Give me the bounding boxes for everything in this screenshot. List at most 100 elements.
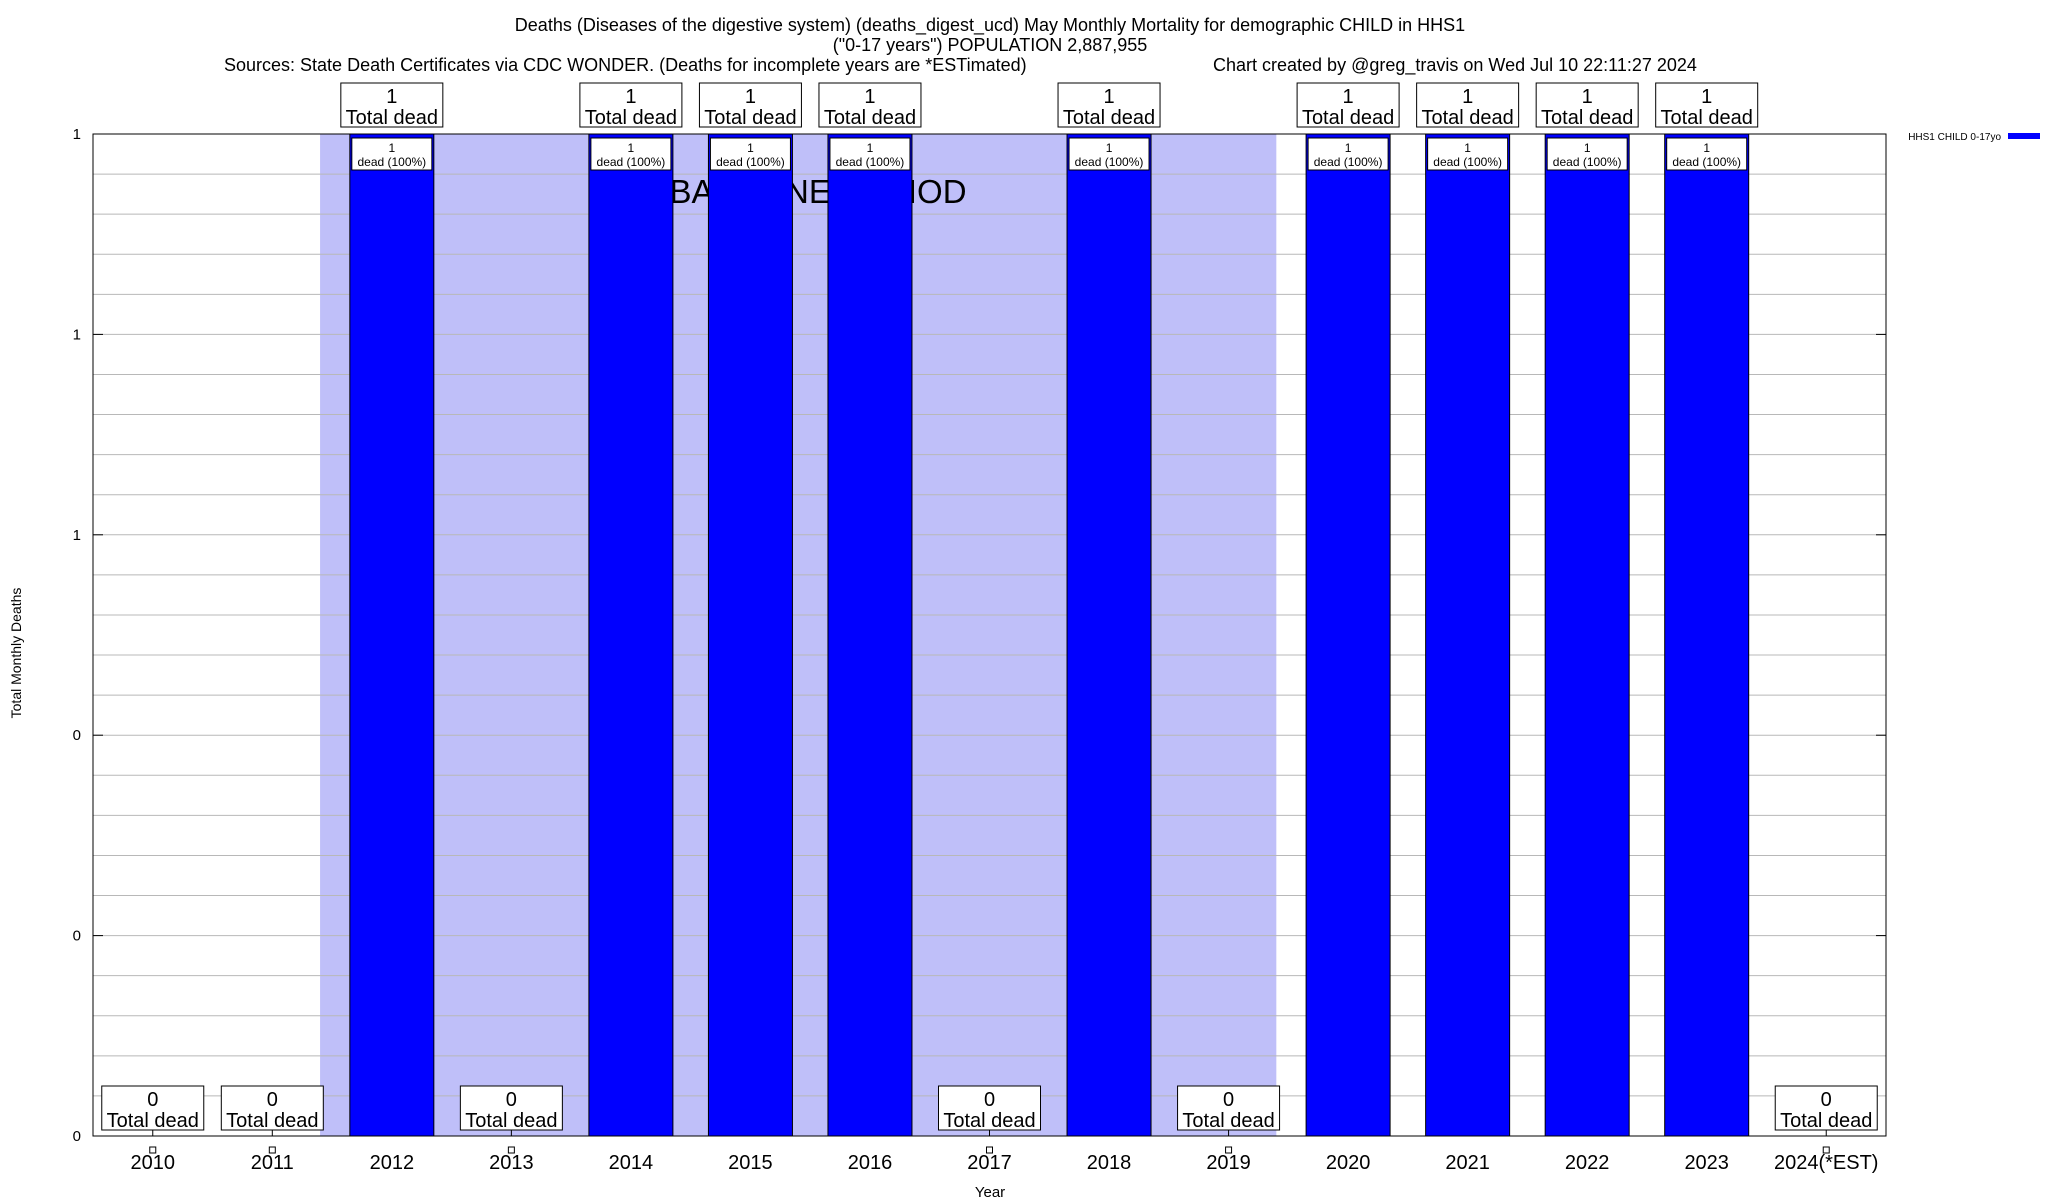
- bar-value-text: dead (100%): [1553, 155, 1622, 169]
- bar-value-box: [1068, 137, 1150, 171]
- x-tick-label: 2011: [251, 1152, 294, 1174]
- bar: [1425, 133, 1511, 1137]
- bar: [1664, 133, 1750, 1137]
- x-tick-label: 2015: [728, 1152, 773, 1174]
- total-label-value: 1: [1701, 86, 1712, 108]
- x-tick-label: 2016: [848, 1152, 893, 1174]
- total-label-value: 1: [1103, 86, 1114, 108]
- total-label-text: Total dead: [465, 1110, 557, 1132]
- total-label-text: Total dead: [1182, 1110, 1274, 1132]
- x-tick-label: 2018: [1087, 1152, 1132, 1174]
- y-tick-label: 1: [73, 126, 81, 143]
- total-label-value: 0: [267, 1089, 278, 1111]
- x-tick-label: 2023: [1684, 1152, 1729, 1174]
- bar-value-box: [1546, 137, 1628, 171]
- total-label-box: [938, 1085, 1041, 1131]
- total-label-value: 1: [1343, 86, 1354, 108]
- total-label-value: 1: [1582, 86, 1593, 108]
- legend-label: HHS1 CHILD 0-17yo: [1908, 132, 2001, 143]
- bar-value-label: 1: [1106, 141, 1113, 155]
- y-tick-label: 1: [73, 527, 81, 544]
- legend-swatch: [2008, 133, 2040, 139]
- bar: [1066, 133, 1152, 1137]
- bar: [707, 133, 793, 1137]
- total-label-text: Total dead: [1780, 1110, 1872, 1132]
- total-label-text: Total dead: [1421, 107, 1513, 129]
- bar-value-text: dead (100%): [1075, 155, 1144, 169]
- total-label-text: Total dead: [1302, 107, 1394, 129]
- chart-title: Deaths (Diseases of the digestive system…: [515, 15, 1465, 36]
- total-label-value: 0: [1821, 1089, 1832, 1111]
- y-tick-label: 0: [73, 928, 81, 945]
- y-axis-label: Total Monthly Deaths: [8, 588, 24, 719]
- y-tick-label: 0: [73, 1128, 81, 1145]
- total-label-box: [220, 1085, 324, 1131]
- total-label-value: 0: [1223, 1089, 1234, 1111]
- bar-value-label: 1: [1464, 141, 1471, 155]
- total-label-box: [340, 82, 444, 128]
- total-label-box: [1416, 82, 1520, 128]
- bar-value-text: dead (100%): [1433, 155, 1502, 169]
- x-tick-label: 2024(*EST): [1774, 1152, 1879, 1174]
- x-tick-label: 2020: [1326, 1152, 1371, 1174]
- bar: [349, 133, 435, 1137]
- total-label-value: 1: [864, 86, 875, 108]
- bar-value-text: dead (100%): [836, 155, 905, 169]
- total-label-box: [1296, 82, 1400, 128]
- bar-value-text: dead (100%): [357, 155, 426, 169]
- total-label-value: 0: [984, 1089, 995, 1111]
- total-label-text: Total dead: [943, 1110, 1035, 1132]
- bar-value-label: 1: [388, 141, 395, 155]
- bar: [588, 133, 674, 1137]
- zero-marker: [507, 1146, 515, 1154]
- total-label-box: [1655, 82, 1759, 128]
- bar-value-box: [709, 137, 791, 171]
- total-label-text: Total dead: [107, 1110, 199, 1132]
- total-label-text: Total dead: [1541, 107, 1633, 129]
- total-label-value: 1: [625, 86, 636, 108]
- x-tick-label: 2021: [1445, 1152, 1490, 1174]
- total-label-text: Total dead: [226, 1110, 318, 1132]
- chart-credit: Chart created by @greg_travis on Wed Jul…: [1213, 55, 1697, 76]
- total-label-box: [1057, 82, 1161, 128]
- x-tick-label: 2019: [1206, 1152, 1251, 1174]
- x-tick-label: 2014: [609, 1152, 654, 1174]
- plot-frame: [92, 133, 1887, 1137]
- bar-value-label: 1: [1345, 141, 1352, 155]
- bar-value-text: dead (100%): [1314, 155, 1383, 169]
- bar-value-box: [1427, 137, 1509, 171]
- total-label-box: [1774, 1085, 1878, 1131]
- total-label-text: Total dead: [346, 107, 438, 129]
- bar-value-label: 1: [1584, 141, 1591, 155]
- total-label-box: [1535, 82, 1639, 128]
- bar-value-box: [1307, 137, 1389, 171]
- chart-subtitle: ("0-17 years") POPULATION 2,887,955: [833, 35, 1148, 55]
- bar-value-label: 1: [1703, 141, 1710, 155]
- total-label-box: [459, 1085, 563, 1131]
- bar-value-text: dead (100%): [716, 155, 785, 169]
- total-label-box: [101, 1085, 205, 1131]
- zero-marker: [986, 1146, 993, 1154]
- total-label-box: [818, 82, 922, 128]
- total-label-text: Total dead: [585, 107, 677, 129]
- total-label-value: 1: [745, 86, 756, 108]
- total-label-box: [579, 82, 683, 128]
- bar-value-box: [351, 137, 433, 171]
- x-tick-label: 2017: [967, 1152, 1012, 1174]
- total-label-value: 1: [386, 86, 397, 108]
- total-label-box: [1177, 1085, 1281, 1131]
- y-tick-label: 0: [73, 727, 81, 744]
- bar-value-box: [1666, 137, 1748, 171]
- bar-value-box: [829, 137, 911, 171]
- bar-value-box: [590, 137, 672, 171]
- x-axis-label: Year: [975, 1184, 1005, 1200]
- x-tick-label: 2022: [1565, 1152, 1610, 1174]
- bar-value-text: dead (100%): [1672, 155, 1741, 169]
- total-label-value: 0: [506, 1089, 517, 1111]
- total-label-text: Total dead: [704, 107, 796, 129]
- bar: [1305, 133, 1391, 1137]
- zero-marker: [1822, 1146, 1830, 1154]
- y-tick-label: 1: [73, 326, 81, 343]
